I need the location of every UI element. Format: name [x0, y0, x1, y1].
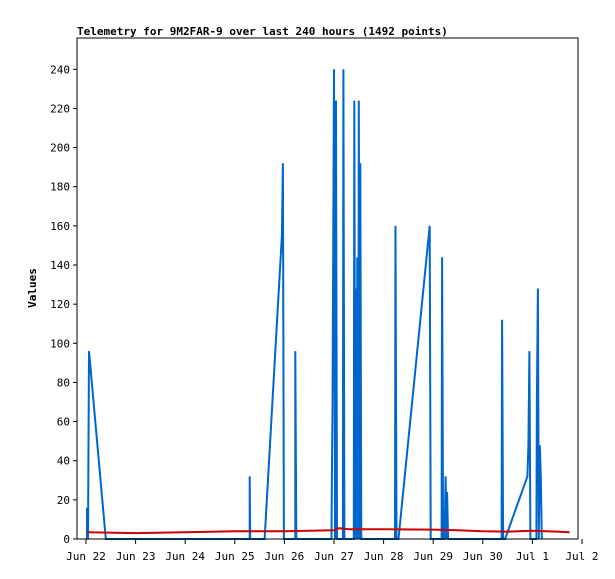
y-tick-label: 40	[57, 455, 70, 468]
chart-title: Telemetry for 9M2FAR-9 over last 240 hou…	[77, 25, 448, 38]
plot-frame	[76, 37, 579, 540]
y-tick-label: 60	[57, 416, 70, 429]
y-tick-label: 140	[50, 259, 70, 272]
x-tick-label: Jun 23	[116, 550, 156, 563]
y-tick-label: 180	[50, 181, 70, 194]
y-tick-label: 0	[63, 533, 70, 546]
x-tick-label: Jun 29	[413, 550, 453, 563]
x-axis: Jun 22 Jun 23 Jun 24 Jun 25 Jun 26 Jun 27 Jun …	[66, 539, 599, 563]
x-tick-label: Jul 2	[565, 550, 598, 563]
y-tick-label: 80	[57, 376, 70, 389]
y-tick-label: 20	[57, 494, 70, 507]
x-tick-label: Jun 28	[364, 550, 404, 563]
x-tick-label: Jun 30	[463, 550, 503, 563]
y-tick-label: 160	[50, 220, 70, 233]
y-tick-label: 100	[50, 337, 70, 350]
x-tick-label: Jun 25	[215, 550, 255, 563]
series-line-1	[86, 69, 543, 540]
y-tick-label: 240	[50, 63, 70, 76]
x-tick-label: Jul 1	[516, 550, 549, 563]
x-tick-label: Jun 24	[165, 550, 205, 563]
y-axis: 0 20 40 60 80 100 120 140 160 180 200 220 240	[50, 63, 77, 546]
x-tick-label: Jun 22	[66, 550, 106, 563]
y-tick-label: 120	[50, 298, 70, 311]
x-tick-label: Jun 27	[314, 550, 354, 563]
y-tick-label: 200	[50, 142, 70, 155]
y-axis-label: Values	[26, 268, 39, 308]
y-tick-label: 220	[50, 102, 70, 115]
series-layer	[86, 69, 570, 540]
x-tick-label: Jun 26	[265, 550, 305, 563]
series-line-2	[86, 527, 570, 535]
